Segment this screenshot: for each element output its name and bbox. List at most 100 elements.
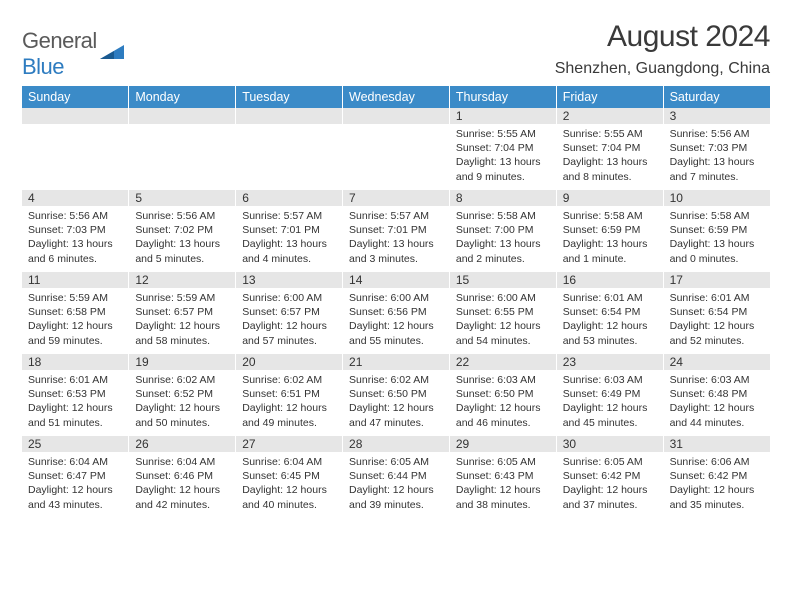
sunrise-text: Sunrise: 6:04 AM: [135, 455, 229, 469]
sunrise-text: Sunrise: 6:04 AM: [28, 455, 122, 469]
day-number: 31: [663, 436, 770, 452]
month-title: August 2024: [555, 20, 770, 54]
day-number: 7: [343, 190, 450, 206]
sunrise-text: Sunrise: 5:57 AM: [242, 209, 336, 223]
day-cell: Sunrise: 5:58 AMSunset: 7:00 PMDaylight:…: [449, 206, 556, 272]
sunrise-text: Sunrise: 6:05 AM: [349, 455, 443, 469]
day-cell: Sunrise: 6:03 AMSunset: 6:49 PMDaylight:…: [556, 370, 663, 436]
sunset-text: Sunset: 7:01 PM: [349, 223, 443, 237]
calendar-body: 123Sunrise: 5:55 AMSunset: 7:04 PMDaylig…: [22, 108, 770, 518]
day-cell: [129, 124, 236, 190]
day-cell: Sunrise: 6:03 AMSunset: 6:48 PMDaylight:…: [663, 370, 770, 436]
sunrise-text: Sunrise: 6:00 AM: [349, 291, 443, 305]
day-number: 19: [129, 354, 236, 370]
header: General Blue August 2024 Shenzhen, Guang…: [22, 20, 770, 84]
sunrise-text: Sunrise: 5:56 AM: [670, 127, 764, 141]
day-number: 24: [663, 354, 770, 370]
day-cell: Sunrise: 5:56 AMSunset: 7:02 PMDaylight:…: [129, 206, 236, 272]
sunrise-text: Sunrise: 6:01 AM: [563, 291, 657, 305]
day-number: 28: [343, 436, 450, 452]
daylight-text: Daylight: 12 hours and 51 minutes.: [28, 401, 122, 429]
sunset-text: Sunset: 7:01 PM: [242, 223, 336, 237]
calendar-page: General Blue August 2024 Shenzhen, Guang…: [0, 0, 792, 530]
sunset-text: Sunset: 6:53 PM: [28, 387, 122, 401]
sunset-text: Sunset: 7:00 PM: [456, 223, 550, 237]
sunrise-text: Sunrise: 5:58 AM: [670, 209, 764, 223]
sunset-text: Sunset: 6:45 PM: [242, 469, 336, 483]
daylight-text: Daylight: 12 hours and 37 minutes.: [563, 483, 657, 511]
logo: General Blue: [22, 28, 126, 80]
daylight-text: Daylight: 13 hours and 9 minutes.: [456, 155, 550, 183]
sunset-text: Sunset: 7:03 PM: [670, 141, 764, 155]
day-cell: Sunrise: 6:02 AMSunset: 6:52 PMDaylight:…: [129, 370, 236, 436]
day-number: 2: [556, 108, 663, 124]
day-number: 6: [236, 190, 343, 206]
sunset-text: Sunset: 6:59 PM: [563, 223, 657, 237]
day-header: Tuesday: [236, 86, 343, 108]
sunrise-text: Sunrise: 5:58 AM: [563, 209, 657, 223]
day-header: Sunday: [22, 86, 129, 108]
sunrise-text: Sunrise: 6:05 AM: [563, 455, 657, 469]
day-cell: Sunrise: 6:04 AMSunset: 6:46 PMDaylight:…: [129, 452, 236, 518]
sunrise-text: Sunrise: 5:58 AM: [456, 209, 550, 223]
day-number: 3: [663, 108, 770, 124]
day-number: 30: [556, 436, 663, 452]
sunrise-text: Sunrise: 6:02 AM: [349, 373, 443, 387]
daynum-row: 45678910: [22, 190, 770, 206]
sunrise-text: Sunrise: 6:02 AM: [242, 373, 336, 387]
day-number: 18: [22, 354, 129, 370]
day-cell: Sunrise: 5:57 AMSunset: 7:01 PMDaylight:…: [236, 206, 343, 272]
day-header: Thursday: [449, 86, 556, 108]
day-number: 16: [556, 272, 663, 288]
day-cell: Sunrise: 6:04 AMSunset: 6:47 PMDaylight:…: [22, 452, 129, 518]
day-cell: Sunrise: 5:56 AMSunset: 7:03 PMDaylight:…: [663, 124, 770, 190]
sunset-text: Sunset: 6:54 PM: [563, 305, 657, 319]
day-number: [236, 108, 343, 124]
day-cell: Sunrise: 6:05 AMSunset: 6:42 PMDaylight:…: [556, 452, 663, 518]
daylight-text: Daylight: 12 hours and 45 minutes.: [563, 401, 657, 429]
content-row: Sunrise: 5:56 AMSunset: 7:03 PMDaylight:…: [22, 206, 770, 272]
logo-part2: Blue: [22, 54, 64, 79]
sunset-text: Sunset: 6:59 PM: [670, 223, 764, 237]
sunrise-text: Sunrise: 5:56 AM: [135, 209, 229, 223]
day-cell: Sunrise: 5:59 AMSunset: 6:58 PMDaylight:…: [22, 288, 129, 354]
logo-part1: General: [22, 28, 97, 53]
sunset-text: Sunset: 6:57 PM: [242, 305, 336, 319]
daylight-text: Daylight: 13 hours and 2 minutes.: [456, 237, 550, 265]
daylight-text: Daylight: 12 hours and 40 minutes.: [242, 483, 336, 511]
sunset-text: Sunset: 7:03 PM: [28, 223, 122, 237]
daylight-text: Daylight: 12 hours and 43 minutes.: [28, 483, 122, 511]
sunrise-text: Sunrise: 5:56 AM: [28, 209, 122, 223]
logo-text: General Blue: [22, 28, 97, 80]
sunset-text: Sunset: 6:49 PM: [563, 387, 657, 401]
day-number: 1: [449, 108, 556, 124]
sunrise-text: Sunrise: 6:06 AM: [670, 455, 764, 469]
daylight-text: Daylight: 13 hours and 1 minute.: [563, 237, 657, 265]
daylight-text: Daylight: 12 hours and 52 minutes.: [670, 319, 764, 347]
day-header: Saturday: [663, 86, 770, 108]
day-number: 23: [556, 354, 663, 370]
daynum-row: 123: [22, 108, 770, 124]
daylight-text: Daylight: 12 hours and 44 minutes.: [670, 401, 764, 429]
day-number: [22, 108, 129, 124]
day-cell: Sunrise: 5:57 AMSunset: 7:01 PMDaylight:…: [343, 206, 450, 272]
day-number: [129, 108, 236, 124]
sunset-text: Sunset: 7:04 PM: [563, 141, 657, 155]
calendar-table: Sunday Monday Tuesday Wednesday Thursday…: [22, 86, 770, 518]
sunset-text: Sunset: 6:51 PM: [242, 387, 336, 401]
sunrise-text: Sunrise: 5:55 AM: [563, 127, 657, 141]
day-number: 10: [663, 190, 770, 206]
day-cell: Sunrise: 6:00 AMSunset: 6:56 PMDaylight:…: [343, 288, 450, 354]
day-cell: Sunrise: 5:56 AMSunset: 7:03 PMDaylight:…: [22, 206, 129, 272]
day-cell: Sunrise: 6:05 AMSunset: 6:43 PMDaylight:…: [449, 452, 556, 518]
daylight-text: Daylight: 12 hours and 39 minutes.: [349, 483, 443, 511]
day-cell: Sunrise: 6:02 AMSunset: 6:51 PMDaylight:…: [236, 370, 343, 436]
day-number: 26: [129, 436, 236, 452]
day-header: Wednesday: [343, 86, 450, 108]
sunset-text: Sunset: 6:43 PM: [456, 469, 550, 483]
sunset-text: Sunset: 6:42 PM: [563, 469, 657, 483]
sunrise-text: Sunrise: 6:01 AM: [670, 291, 764, 305]
daylight-text: Daylight: 13 hours and 7 minutes.: [670, 155, 764, 183]
day-number: 4: [22, 190, 129, 206]
day-cell: [236, 124, 343, 190]
